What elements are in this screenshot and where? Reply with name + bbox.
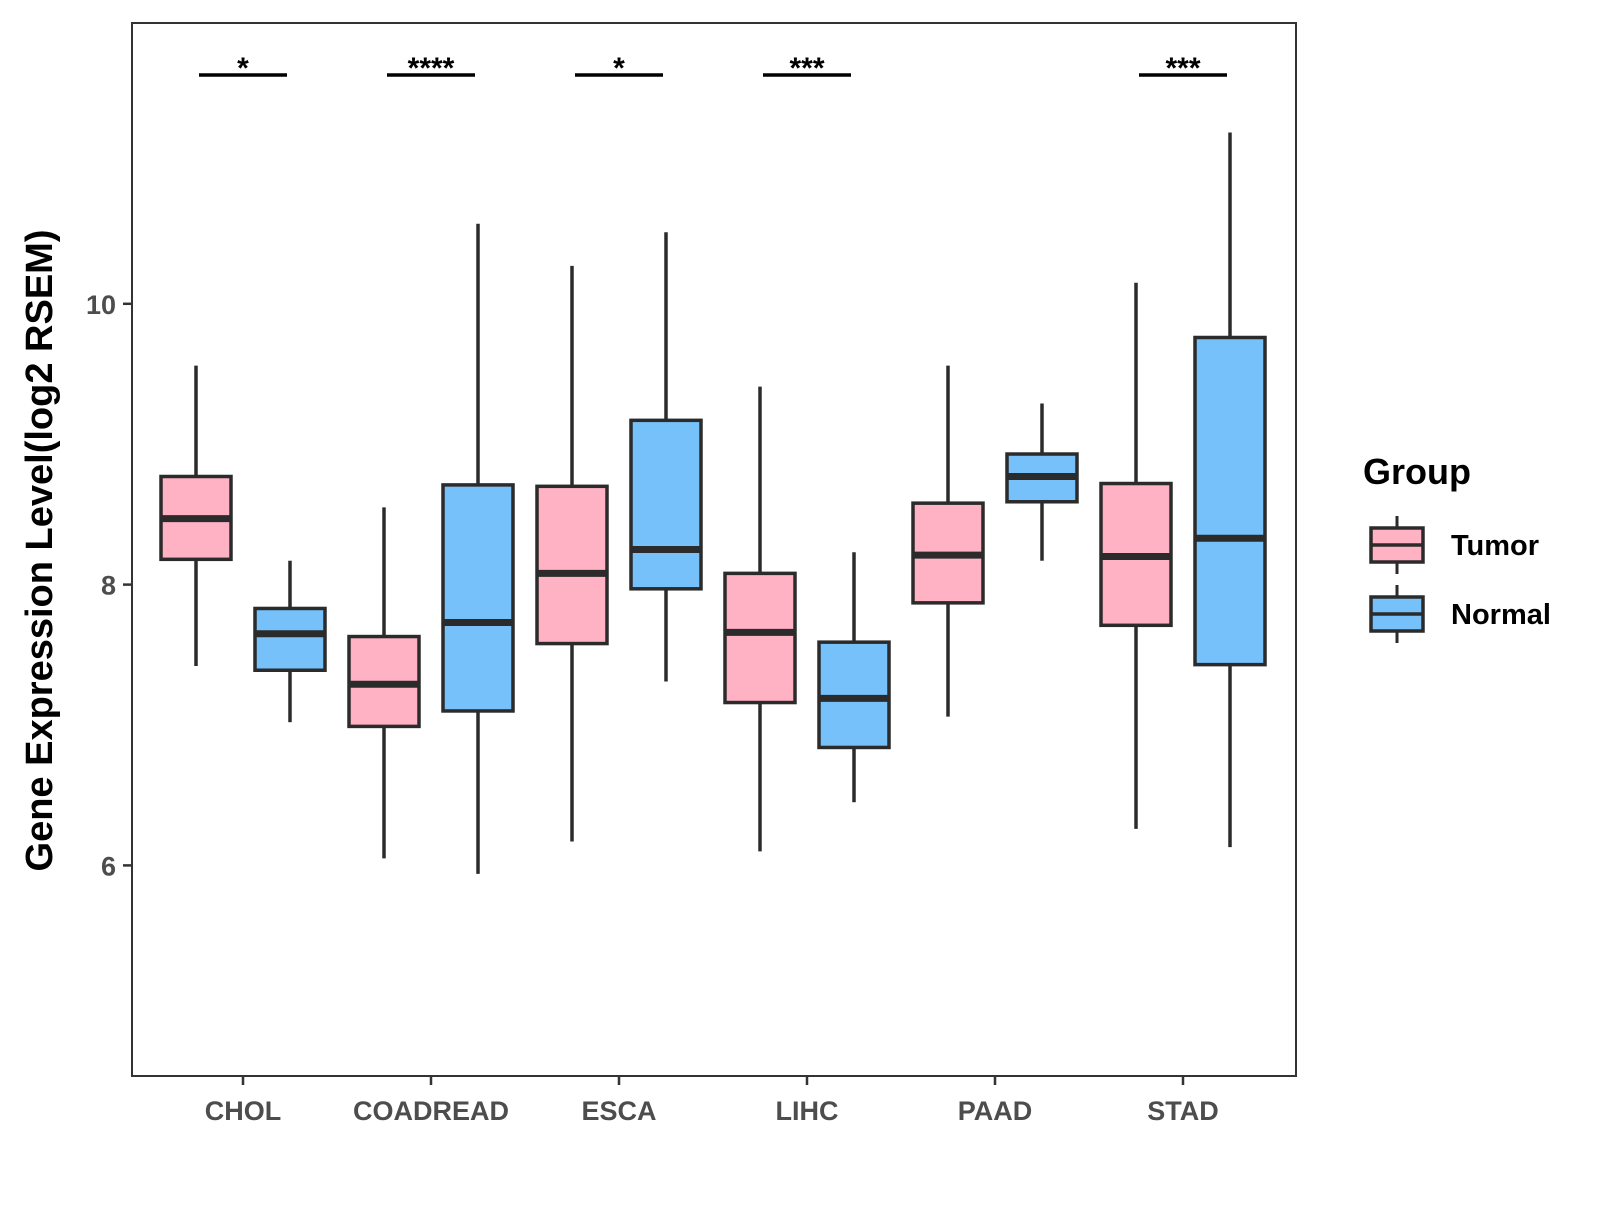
box-normal-chol: [253, 560, 327, 723]
box-iqr: [629, 418, 703, 591]
x-tick-label: COADREAD: [353, 1096, 509, 1126]
significance-label: ***: [1165, 52, 1200, 85]
plot-border: [131, 22, 1297, 1077]
box-tumor-esca: [535, 265, 609, 842]
box-normal-stad: [1193, 132, 1267, 848]
significance-label: ***: [789, 52, 824, 85]
y-tick-label: 8: [101, 571, 116, 601]
x-tick-label: CHOL: [205, 1096, 282, 1126]
box-normal-esca: [629, 232, 703, 682]
box-tumor-stad: [1099, 282, 1173, 829]
box-tumor-lihc: [723, 386, 797, 852]
box-tumor-paad: [911, 365, 985, 717]
box-iqr: [817, 640, 891, 750]
legend-label: Normal: [1451, 599, 1551, 631]
significance-label: *: [237, 52, 249, 85]
box-iqr: [1193, 335, 1267, 667]
significance-label: ****: [408, 52, 455, 85]
box-normal-lihc: [817, 552, 891, 803]
box-iqr: [535, 484, 609, 646]
significance-label: *: [613, 52, 625, 85]
legend-title: Group: [1363, 451, 1471, 492]
box-iqr: [253, 606, 327, 672]
box-iqr: [441, 483, 515, 713]
x-tick-label: ESCA: [581, 1096, 656, 1126]
x-tick-label: LIHC: [776, 1096, 839, 1126]
y-tick-label: 10: [86, 290, 116, 320]
box-tumor-chol: [159, 365, 233, 667]
box-normal-coadread: [441, 223, 515, 874]
y-axis-title: Gene Expression Level(log2 RSEM): [19, 230, 61, 872]
box-tumor-coadread: [347, 507, 421, 859]
box-normal-paad: [1005, 403, 1079, 561]
legend-item-tumor: Tumor: [1369, 516, 1539, 574]
x-tick-label: PAAD: [958, 1096, 1033, 1126]
y-tick-label: 6: [101, 851, 116, 881]
x-tick-label: STAD: [1147, 1096, 1219, 1126]
legend-item-normal: Normal: [1369, 585, 1551, 643]
legend-label: Tumor: [1451, 530, 1539, 562]
box-iqr: [723, 571, 797, 705]
